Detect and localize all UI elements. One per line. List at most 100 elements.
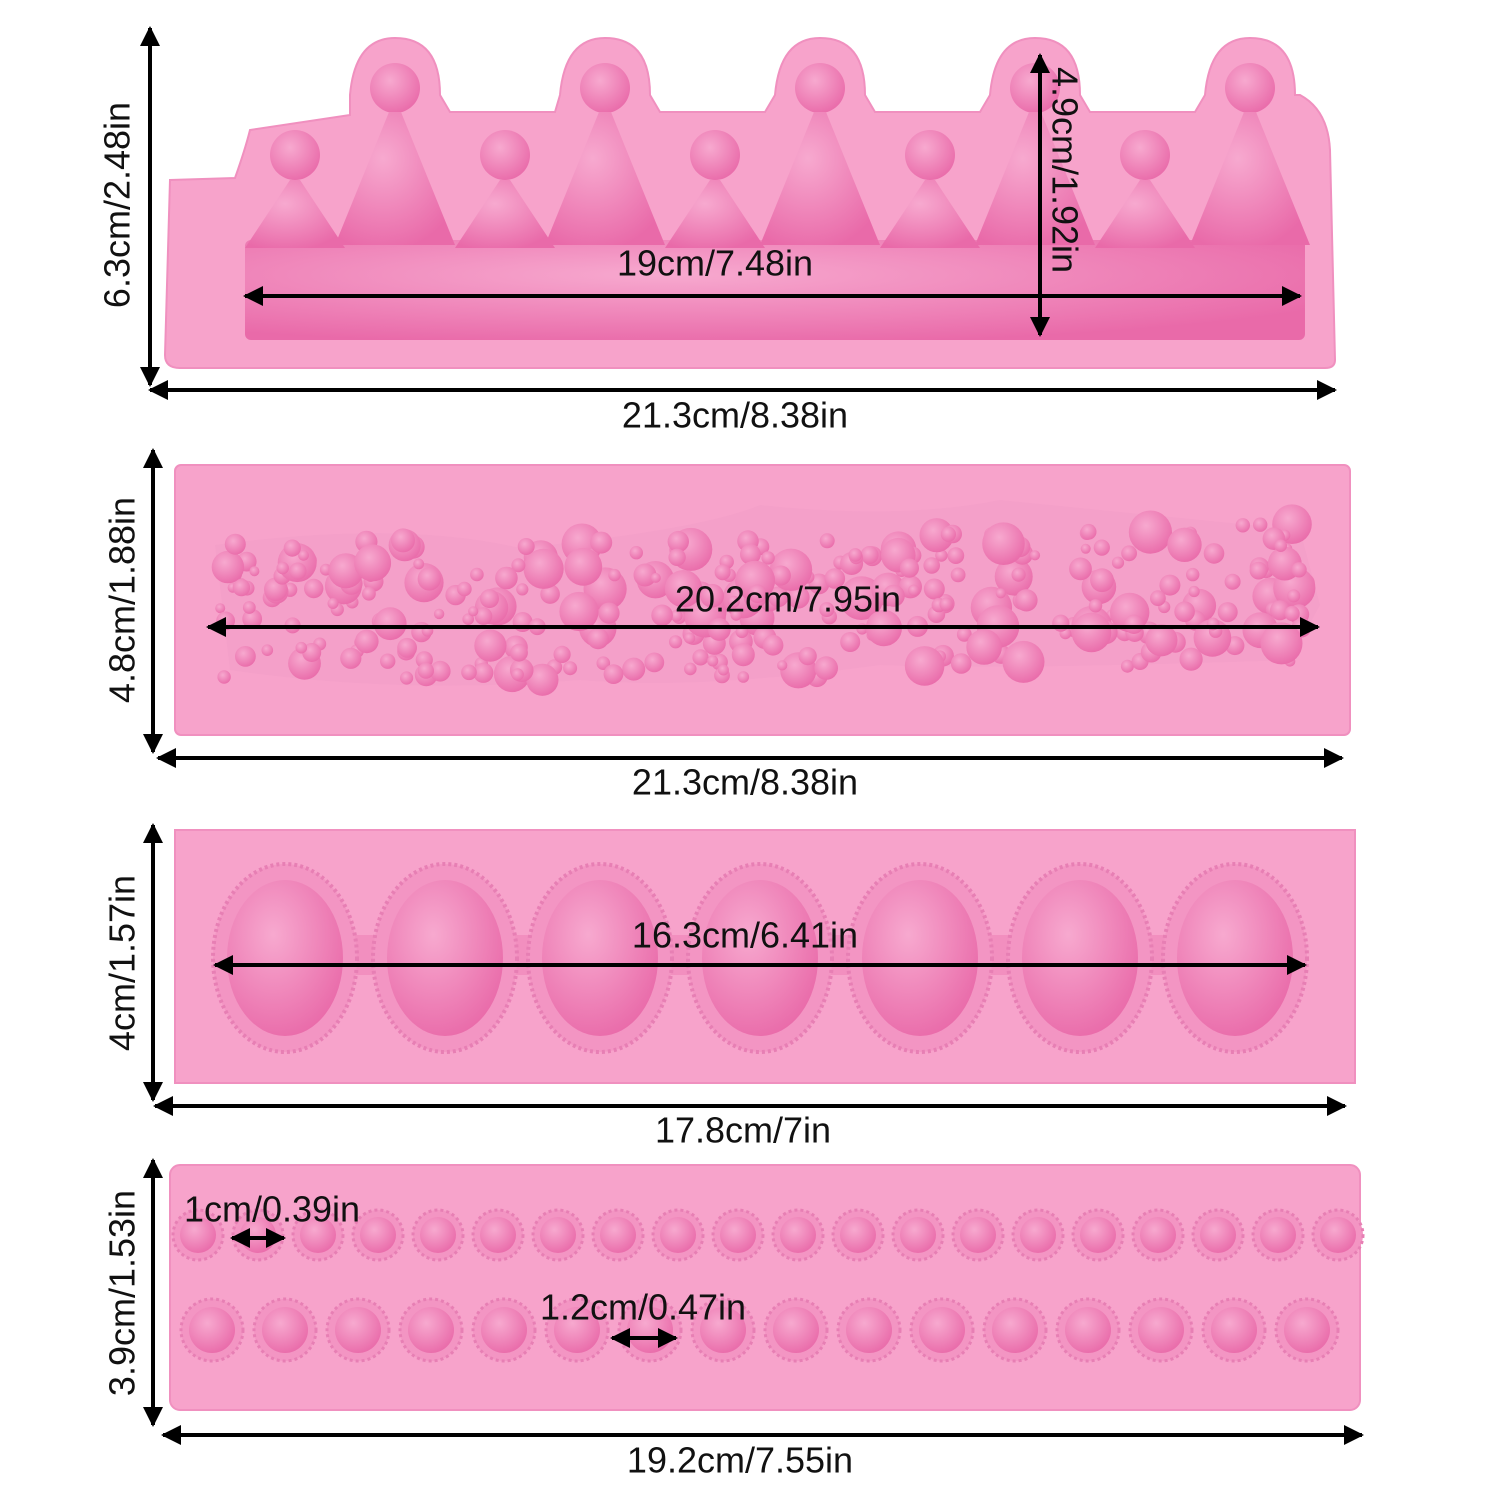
bubble — [904, 646, 945, 686]
bubble — [1093, 539, 1110, 556]
bubble — [1235, 518, 1251, 533]
bead-cavity — [408, 1307, 454, 1353]
bubble — [717, 664, 729, 676]
bubble — [1015, 589, 1038, 612]
bead-cavity — [481, 1307, 527, 1353]
bubble — [1080, 543, 1091, 554]
dimension-label: 1cm/0.39in — [184, 1189, 360, 1230]
bubble — [899, 558, 920, 578]
dimension-label: 4.9cm/1.92in — [1044, 67, 1085, 273]
bead-cavity — [720, 1217, 756, 1253]
bubble — [283, 539, 301, 557]
bubble — [289, 562, 307, 580]
bubble — [295, 641, 308, 654]
bead-cavity — [1020, 1217, 1056, 1253]
crown-bead — [1225, 63, 1275, 113]
bubble — [553, 645, 571, 664]
bubble — [511, 668, 524, 681]
crown-bead — [480, 130, 530, 180]
bead-cavity — [189, 1307, 235, 1353]
bubble — [777, 660, 788, 671]
bead-cavity — [846, 1307, 892, 1353]
bubble — [669, 635, 683, 649]
crown-bead — [370, 63, 420, 113]
bubble — [882, 584, 905, 607]
bead-cavity — [1211, 1307, 1257, 1353]
bubble — [860, 546, 879, 564]
crown-bead — [690, 130, 740, 180]
bubble — [629, 546, 643, 560]
bubble — [923, 557, 940, 574]
bubble — [770, 565, 791, 586]
bead-cavity — [1080, 1217, 1116, 1253]
bubble — [340, 647, 362, 669]
bead-mold — [169, 1164, 1361, 1411]
bubble — [798, 647, 817, 666]
crown-spike — [545, 112, 665, 245]
bubble — [1179, 647, 1203, 671]
crown-spike — [335, 112, 455, 245]
bead-cavity — [1138, 1307, 1184, 1353]
bubble — [762, 634, 784, 656]
bubble — [215, 603, 226, 614]
bubble — [684, 662, 697, 676]
bubble — [1217, 602, 1238, 623]
bubble — [748, 584, 767, 604]
dimension-label: 6.3cm/2.48in — [97, 102, 138, 308]
bubble — [1203, 543, 1225, 564]
bubble — [1069, 557, 1092, 581]
bubble — [1071, 612, 1112, 653]
bubble — [1002, 640, 1045, 683]
bubble — [819, 602, 835, 618]
bubble — [516, 583, 529, 596]
bead-cavity — [300, 1217, 336, 1253]
bubble — [563, 661, 578, 676]
bubble — [211, 550, 245, 584]
bubble — [474, 629, 507, 662]
bead-cavity — [900, 1217, 936, 1253]
bubble — [242, 601, 256, 614]
bubble — [1088, 599, 1103, 613]
crown-spike — [665, 180, 765, 248]
bubble — [232, 578, 251, 597]
dimension-label: 1.2cm/0.47in — [540, 1287, 746, 1328]
bubble — [740, 543, 761, 565]
bead-cavity — [1320, 1217, 1356, 1253]
oval-cavity — [862, 880, 978, 1036]
bubble — [598, 602, 620, 624]
bead-cavity — [180, 1217, 216, 1253]
bubble — [1186, 567, 1200, 582]
bubble — [1249, 561, 1268, 580]
bubble — [714, 564, 731, 581]
bubble — [417, 567, 441, 591]
bubble — [966, 629, 1002, 665]
bubble — [939, 597, 953, 611]
dimension-label: 4.8cm/1.88in — [102, 497, 143, 703]
bubble — [950, 653, 972, 674]
dimension-label: 16.3cm/6.41in — [632, 915, 858, 956]
bubble — [217, 670, 231, 684]
crown-bead — [795, 63, 845, 113]
bubble — [1188, 585, 1200, 598]
bubble — [362, 586, 376, 601]
bubble — [650, 572, 661, 583]
crown-spike — [1190, 112, 1310, 245]
bubble — [1111, 556, 1125, 569]
bubble — [840, 632, 861, 652]
bead-cavity — [1200, 1217, 1236, 1253]
bubble — [1029, 550, 1041, 561]
bubble — [1120, 659, 1134, 673]
bubble — [668, 548, 686, 566]
dimension-label: 19cm/7.48in — [617, 243, 813, 284]
bubble — [824, 568, 846, 589]
bubble — [1090, 568, 1114, 593]
bubble — [373, 607, 407, 641]
bubble — [590, 531, 613, 554]
bubble — [526, 663, 559, 696]
bubble — [468, 606, 479, 617]
bubble — [596, 656, 611, 670]
bubble — [417, 662, 434, 679]
crown-spike — [1095, 180, 1195, 248]
bubble — [919, 518, 954, 553]
